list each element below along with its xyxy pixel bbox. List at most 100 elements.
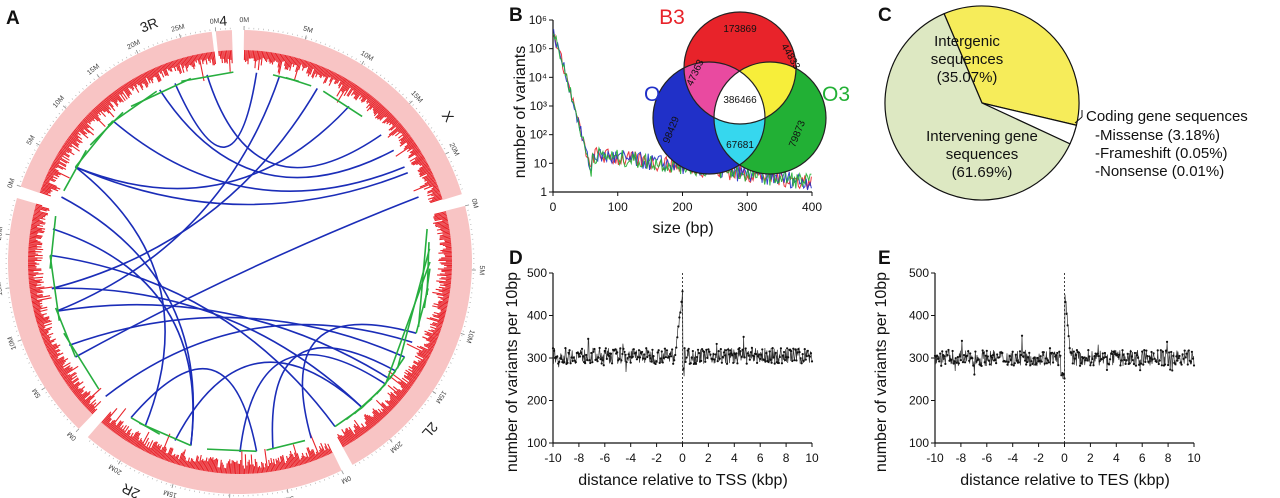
tes-point	[1055, 354, 1058, 357]
density-bar	[58, 151, 64, 156]
density-bar	[292, 56, 296, 65]
tss-point	[619, 347, 622, 350]
density-bar	[213, 51, 217, 65]
tes-point	[1191, 357, 1195, 360]
ruler-tick	[391, 83, 393, 86]
tes-point	[1123, 358, 1126, 362]
tss-point	[634, 351, 637, 354]
tss-point	[598, 346, 601, 350]
density-bar	[440, 309, 447, 313]
density-bar	[99, 102, 110, 114]
density-bar	[38, 326, 46, 330]
density-bar	[218, 467, 220, 473]
density-bar	[323, 68, 328, 78]
density-bar	[417, 359, 426, 366]
tes-point	[1190, 350, 1194, 353]
density-bar	[317, 66, 322, 75]
density-bar	[289, 453, 294, 468]
ruler-tick	[438, 383, 440, 386]
tes-point	[1085, 357, 1088, 360]
density-bar	[84, 401, 91, 407]
tes-point	[1065, 312, 1068, 316]
density-bar	[45, 175, 57, 182]
tes-point	[1086, 359, 1089, 362]
chromosome-x-band	[243, 30, 462, 201]
venn-label-o3: O3	[822, 83, 850, 106]
tes-point	[1012, 364, 1015, 367]
tes-point	[1165, 340, 1169, 343]
density-bar	[382, 113, 393, 124]
density-bar	[436, 227, 450, 231]
ruler-tick	[383, 445, 385, 447]
density-bar	[32, 217, 40, 220]
density-bar	[28, 246, 38, 249]
position-label-x: 10M	[359, 50, 374, 63]
density-bar	[73, 388, 81, 395]
density-bar	[401, 388, 408, 394]
density-bar	[440, 298, 449, 301]
tss-point	[686, 349, 689, 352]
density-bar	[159, 433, 171, 459]
tes-point	[1187, 349, 1190, 352]
density-bar	[320, 67, 326, 79]
tes-y-tick-label: 300	[909, 351, 929, 365]
tss-point	[662, 356, 665, 360]
density-bar	[315, 454, 319, 460]
density-bar	[141, 437, 150, 451]
density-bar	[183, 460, 187, 467]
density-bar	[398, 388, 406, 396]
density-bar	[126, 435, 131, 442]
ruler-tick	[412, 104, 414, 106]
density-bar	[368, 415, 377, 425]
tes-point	[1031, 362, 1034, 366]
density-bar	[29, 281, 44, 285]
ruler-tick	[454, 170, 456, 172]
tes-point	[1014, 353, 1017, 356]
density-bar	[300, 457, 304, 465]
tes-point	[1018, 350, 1022, 353]
density-bar	[92, 108, 99, 115]
density-bar	[390, 122, 400, 131]
tes-point	[1092, 364, 1095, 367]
density-bar	[372, 411, 381, 422]
size-x-label: size (bp)	[652, 220, 713, 237]
position-label-3r: 15M	[86, 63, 101, 77]
density-bar	[165, 447, 172, 461]
density-bar	[28, 272, 39, 274]
position-label-3r: 25M	[171, 23, 186, 33]
density-bar	[65, 377, 73, 383]
density-bar	[88, 405, 95, 412]
density-bar	[46, 173, 58, 180]
density-bar	[31, 300, 43, 304]
density-bar	[115, 427, 121, 435]
density-bar	[54, 158, 67, 166]
density-bar	[307, 62, 313, 74]
density-bar	[424, 176, 435, 182]
tss-point	[657, 349, 660, 352]
density-bar	[152, 445, 158, 456]
tes-point	[1170, 350, 1173, 354]
tss-x-tick-label: 6	[757, 451, 764, 465]
pie-label-intervening-3: (61.69%)	[952, 164, 1013, 181]
density-bar	[337, 433, 346, 447]
ruler-tick	[398, 432, 400, 435]
tss-point	[664, 355, 668, 359]
pie-label-coding-4: -Nonsense (0.01%)	[1095, 163, 1224, 180]
density-bar	[301, 60, 307, 71]
ruler-tick	[29, 158, 32, 160]
density-bar	[406, 382, 412, 387]
density-bar	[412, 369, 420, 376]
translocation-link	[75, 166, 409, 206]
tss-point	[755, 361, 759, 364]
ruler-tick	[441, 143, 443, 146]
density-bar	[439, 241, 452, 244]
density-bar	[411, 366, 422, 373]
density-bar	[439, 278, 452, 281]
ruler-tick	[368, 66, 370, 68]
tes-point	[1184, 356, 1187, 359]
tes-point	[1185, 352, 1188, 355]
density-bar	[166, 447, 173, 462]
density-bar	[196, 461, 200, 470]
density-bar	[127, 432, 134, 443]
density-bar	[50, 166, 59, 172]
